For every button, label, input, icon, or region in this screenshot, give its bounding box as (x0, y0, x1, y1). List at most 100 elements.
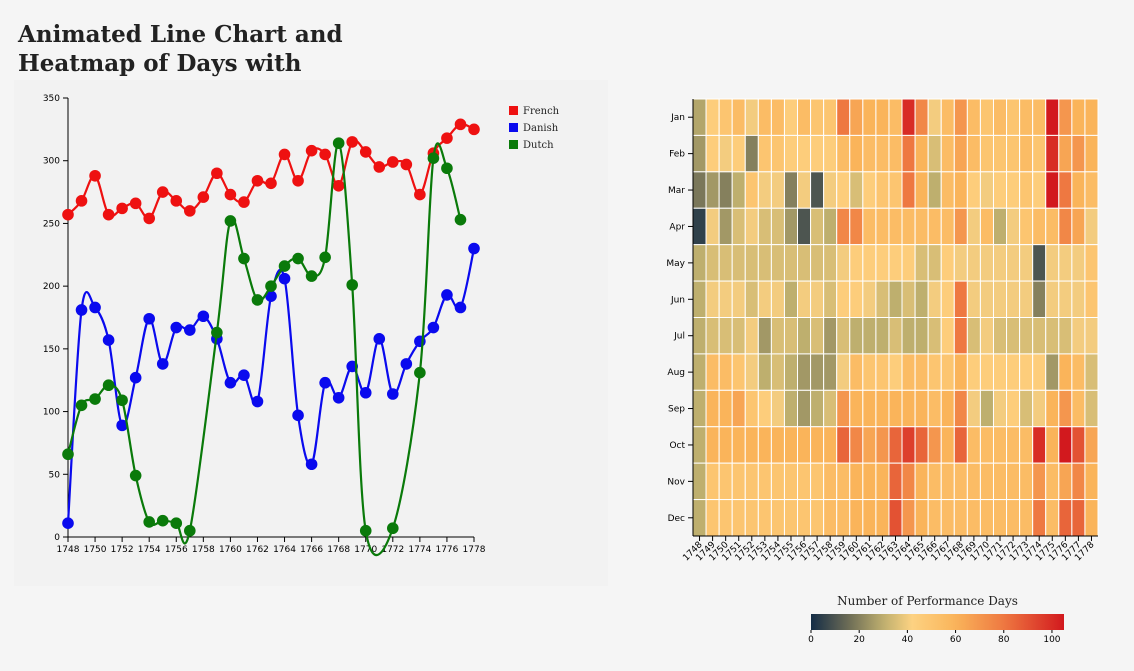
heatmap-cell (705, 499, 720, 537)
heatmap-cell (744, 171, 759, 209)
dutch-data-point (251, 294, 264, 306)
heatmap-cell (836, 280, 851, 319)
heatmap-cell (836, 499, 851, 537)
heatmap-cell (1071, 462, 1086, 501)
heatmap-cell (953, 244, 968, 282)
heatmap-cell (1071, 280, 1086, 319)
x-tick-label: 1764 (273, 545, 296, 555)
heatmap-cell (770, 499, 785, 537)
heatmap-cell (718, 134, 733, 173)
dutch-data-point (441, 162, 453, 175)
heatmap-cell (1045, 244, 1060, 282)
heatmap-cell (1045, 353, 1060, 391)
french-data-point (75, 195, 88, 207)
heatmap-cell (783, 389, 799, 428)
heatmap-cell (1006, 499, 1021, 537)
heatmap-cell (953, 389, 968, 428)
heatmap-cell (953, 171, 968, 209)
french-data-point (184, 205, 196, 217)
heatmap-cell (718, 317, 733, 355)
x-tick-label: 1758 (192, 545, 215, 555)
heatmap-cell (836, 462, 851, 501)
colorbar-tick-label: 80 (998, 635, 1010, 645)
heatmap-cell (692, 207, 707, 246)
heatmap-cell (731, 244, 746, 282)
heatmap-cell (862, 426, 877, 464)
dutch-data-point (143, 516, 155, 528)
heatmap-cell (783, 462, 799, 501)
heatmap-cell (1084, 280, 1099, 319)
heatmap-cell (836, 98, 851, 136)
heatmap-cell (744, 353, 759, 391)
heatmap-cell (914, 207, 929, 246)
heatmap-cell (770, 426, 785, 464)
heatmap-cell (862, 499, 877, 537)
heatmap-cell (992, 244, 1008, 282)
dutch-data-point (238, 252, 250, 265)
heatmap-cell (1071, 171, 1086, 209)
heatmap-cell (1084, 244, 1099, 282)
heatmap-cell (849, 426, 864, 464)
danish-data-point (75, 304, 88, 316)
heatmap-cell (770, 98, 785, 136)
heatmap-cell (888, 280, 903, 319)
heatmap-cell (1084, 317, 1099, 355)
x-tick-label: 1766 (300, 545, 323, 555)
heatmap-cell (757, 499, 772, 537)
heatmap-cell (966, 244, 981, 282)
heatmap-cell (992, 353, 1008, 391)
heatmap-cell (849, 499, 864, 537)
heatmap-cell (888, 499, 903, 537)
heatmap-cell (914, 462, 929, 501)
heatmap-cell (810, 280, 825, 319)
heatmap-y-label: Jan (670, 113, 685, 123)
heatmap-cell (888, 462, 903, 501)
heatmap-cell (1045, 280, 1060, 319)
heatmap-cell (927, 499, 942, 537)
heatmap-cell (1058, 280, 1073, 319)
heatmap-cell (692, 98, 707, 136)
heatmap-cell (1084, 462, 1099, 501)
danish-data-point (89, 301, 101, 314)
heatmap-cell (770, 389, 785, 428)
heatmap-cell (849, 134, 864, 173)
heatmap-cell (692, 426, 707, 464)
colorbar-tick-label: 40 (902, 635, 914, 645)
heatmap-cell (797, 462, 812, 501)
heatmap-cell (979, 98, 994, 136)
heatmap-cell (1084, 207, 1099, 246)
heatmap-cell (1019, 317, 1034, 355)
heatmap-cell (744, 499, 759, 537)
danish-data-point (129, 371, 142, 384)
heatmap-cell (823, 171, 838, 209)
heatmap-cell (1084, 426, 1099, 464)
dutch-data-point (332, 137, 345, 149)
heatmap-cell (1071, 134, 1086, 173)
heatmap-cell (692, 353, 707, 391)
heatmap-cell (849, 244, 864, 282)
dutch-data-point (62, 448, 74, 461)
heatmap-cell (823, 389, 838, 428)
french-data-point (62, 208, 74, 221)
heatmap-cell (823, 98, 838, 136)
heatmap-cell (705, 171, 720, 209)
dutch-data-point (184, 524, 196, 537)
heatmap-cell (810, 462, 825, 501)
dutch-data-point (116, 394, 128, 407)
heatmap-cell (953, 499, 968, 537)
heatmap-cell (823, 462, 838, 501)
heatmap-cell (744, 426, 759, 464)
heatmap-cell (1058, 389, 1073, 428)
dutch-data-point (359, 524, 372, 537)
heatmap-cell (810, 134, 825, 173)
french-data-point (346, 136, 359, 148)
heatmap-cell (757, 171, 772, 209)
heatmap-cell (979, 134, 994, 173)
heatmap-cell (888, 98, 903, 136)
heatmap-cell (1071, 426, 1086, 464)
heatmap-cell (797, 244, 812, 282)
heatmap-y-label: Nov (667, 477, 685, 487)
heatmap-cell (914, 353, 929, 391)
heatmap: JanFebMarAprMayJunJulAugSepOctNovDec1748… (666, 98, 1099, 563)
heatmap-cell (979, 280, 994, 319)
